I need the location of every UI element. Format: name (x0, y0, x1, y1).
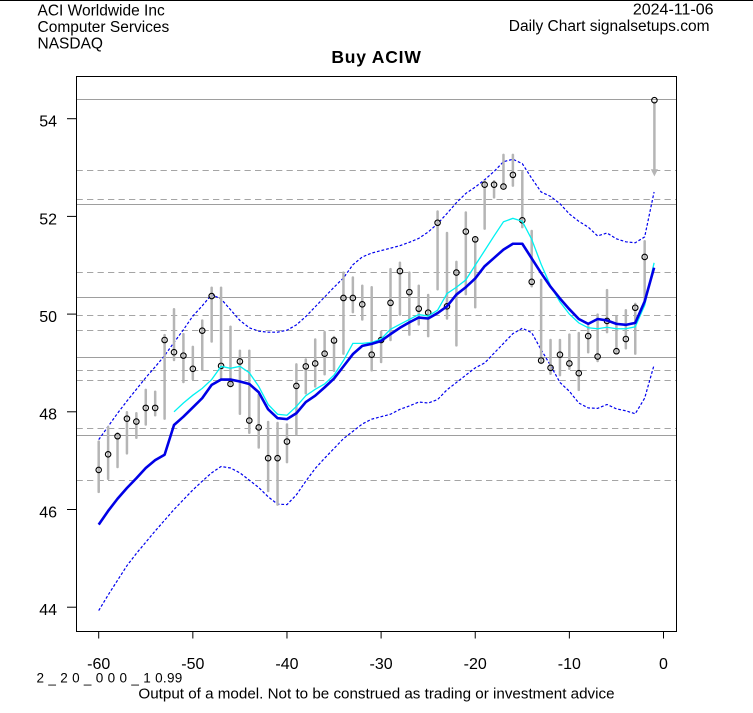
svg-text:Computer Services: Computer Services (38, 19, 170, 36)
svg-text:Buy ACIW: Buy ACIW (331, 47, 421, 67)
svg-text:Daily Chart signalsetups.com: Daily Chart signalsetups.com (509, 18, 710, 35)
svg-text:0: 0 (659, 656, 668, 673)
svg-text:Output of a model. Not to be c: Output of a model. Not to be construed a… (138, 686, 614, 703)
svg-text:50: 50 (39, 309, 57, 326)
svg-text:2 _ 2 0 _ 0 0 0 _ 1 0.99: 2 _ 2 0 _ 0 0 0 _ 1 0.99 (37, 671, 183, 686)
svg-text:46: 46 (39, 504, 57, 521)
svg-text:-40: -40 (275, 656, 298, 673)
svg-text:48: 48 (39, 407, 57, 424)
svg-text:-20: -20 (464, 656, 487, 673)
svg-text:ACI Worldwide Inc: ACI Worldwide Inc (38, 3, 165, 20)
svg-text:NASDAQ: NASDAQ (38, 35, 103, 52)
svg-text:54: 54 (39, 114, 57, 131)
svg-text:-60: -60 (87, 656, 110, 673)
svg-text:44: 44 (39, 602, 57, 619)
svg-text:-30: -30 (370, 656, 393, 673)
svg-text:-10: -10 (558, 656, 581, 673)
svg-text:52: 52 (39, 211, 57, 228)
svg-text:2024-11-06: 2024-11-06 (633, 2, 714, 19)
svg-text:-50: -50 (181, 656, 204, 673)
